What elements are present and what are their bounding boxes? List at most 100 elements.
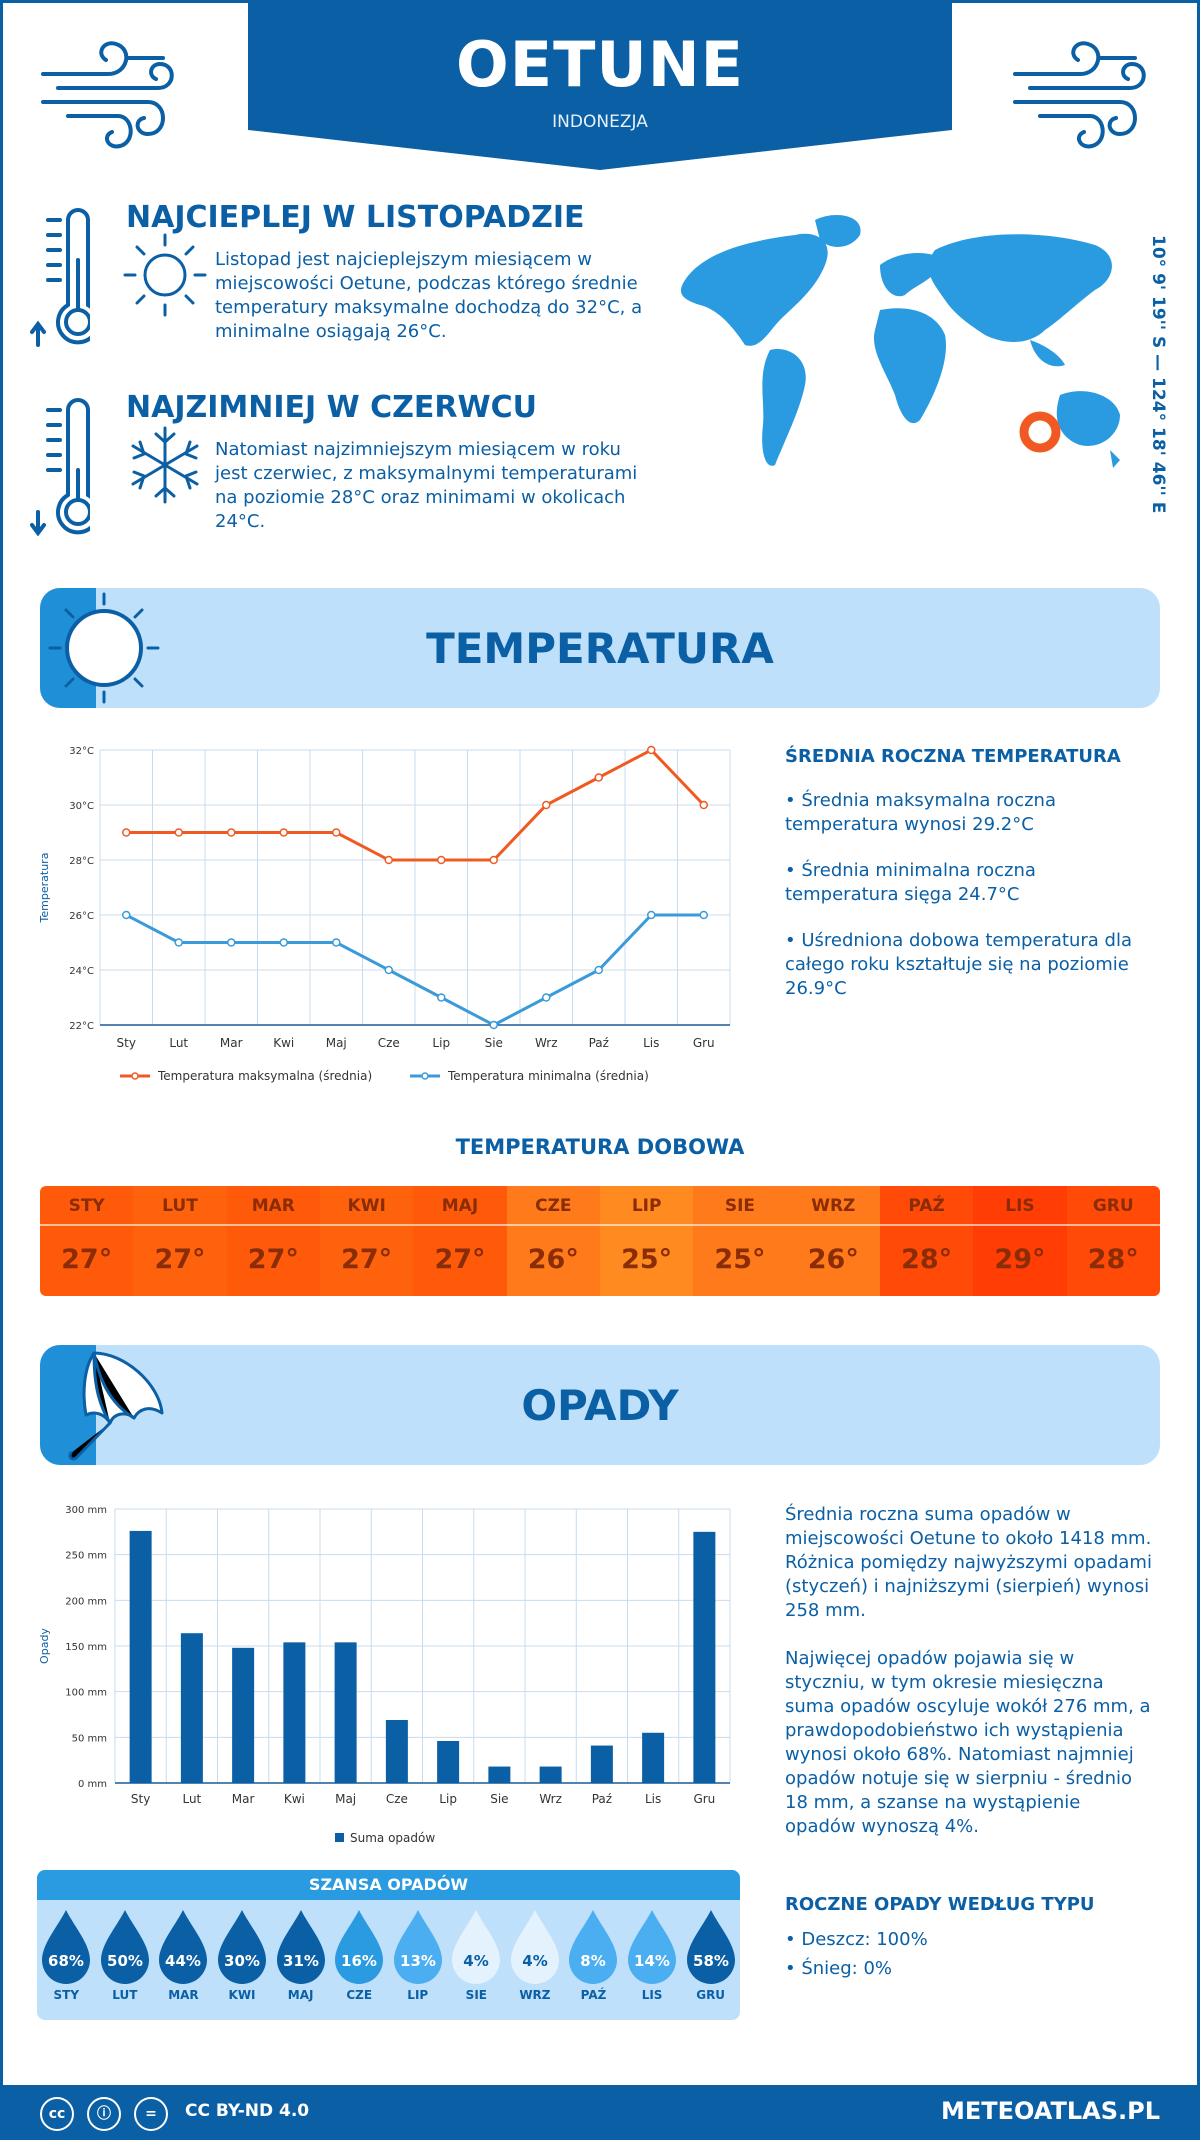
raindrop-icon: 68% [42,1910,91,1984]
legend-marker [421,1072,429,1080]
chance-value: 16% [341,1952,377,1970]
raindrop-shape [393,1910,442,1984]
max-temp-point [122,828,131,837]
cc-icon[interactable]: cc [40,2097,74,2131]
max-temp-point [227,828,236,837]
max-temp-line [126,748,705,862]
country-label: INDONEZJA [552,112,648,132]
x-tick-label: Lis [643,1036,659,1050]
y-tick-label: 100 mm [65,1688,107,1699]
precip-info-summary: Średnia roczna suma opadów w miejscowośc… [785,1504,1152,1621]
chance-drop: 16% CZE [330,1908,389,2002]
x-tick-label: Kwi [273,1036,294,1050]
daily-temp-value: 27° [434,1244,486,1275]
precip-bar [385,1719,408,1783]
x-tick-label: Sty [131,1792,150,1806]
x-tick-label: Paź [592,1792,612,1806]
daily-temp-cell: SIE 25° [693,1186,787,1296]
chance-month-label: GRU [696,1988,726,2002]
precip-bar [488,1766,511,1783]
daily-temp-cell: KWI 27° [319,1186,414,1296]
raindrop-icon: 16% [335,1910,384,1984]
x-tick-label: Lis [645,1792,661,1806]
precipitation-chance: SZANSA OPADÓW 68% STY 50% LUT 44% MAR 30% KWI 31… [37,1870,740,2020]
precip-bar [539,1766,562,1783]
warmest-fact: NAJCIEPLEJ W LISTOPADZIE Listopad jest n… [30,200,650,360]
sun-icon [48,592,160,704]
max-temp-point [647,745,656,755]
daily-temp-value: 25° [621,1244,673,1275]
max-temp-point [542,800,551,810]
precip-bar [180,1633,203,1783]
daily-temp-cell: STY 27° [40,1186,134,1296]
types-snow: • Śnieg: 0% [785,1958,893,1979]
chance-value: 4% [464,1952,489,1970]
x-tick-label: Lut [182,1792,201,1806]
types-rain: • Deszcz: 100% [785,1929,928,1950]
thermometer-down-icon [30,398,90,537]
min-temp-point [699,910,708,920]
warmest-text: Listopad jest najcieplejszym miesiącem w… [215,249,643,342]
daily-temp-value: 27° [341,1244,393,1275]
daily-temp-value: 27° [154,1244,206,1275]
chance-month-label: MAR [168,1988,199,2002]
x-tick-label: Sie [490,1792,508,1806]
temperature-chart: 22°C 24°C 26°C 28°C 30°C 32°C Sty Lut Mar Kwi Maj C… [38,745,731,1083]
daily-month-label: WRZ [786,1186,880,1226]
chance-drop: 31% MAJ [271,1908,330,2002]
chance-drops: 68% STY 50% LUT 44% MAR 30% KWI 31% MAJ 16% CZE 13% L… [37,1900,740,2002]
chance-drop: 14% LIS [623,1908,682,2002]
y-tick-label: 300 mm [65,1505,107,1516]
raindrop-shape [335,1910,384,1984]
coordinates: 10° 9' 19'' S — 124° 18' 46'' E [1148,235,1168,514]
max-temp-point [332,828,341,837]
raindrop-shape [628,1910,677,1984]
raindrop-icon: 44% [159,1910,208,1984]
precipitation-info: Średnia roczna suma opadów w miejscowośc… [785,1503,1155,1839]
license-label[interactable]: CC BY-ND 4.0 [185,2101,310,2121]
raindrop-shape [159,1910,208,1984]
attribution-icon[interactable]: ⓘ [87,2097,121,2131]
y-tick-label: 0 mm [78,1779,107,1790]
daily-month-label: STY [40,1186,134,1226]
chance-title: SZANSA OPADÓW [37,1870,740,1900]
raindrop-icon: 8% [569,1910,618,1984]
x-tick-label: Mar [232,1792,255,1806]
min-temp-point [594,965,603,975]
daily-month-label: LIP [599,1186,694,1226]
precip-bar [232,1647,255,1783]
daily-temp-cell: WRZ 26° [786,1186,880,1296]
daily-month-label: KWI [319,1186,414,1226]
x-tick-label: Maj [326,1036,347,1050]
chance-value: 31% [283,1952,319,1970]
chance-drop: 58% GRU [681,1908,740,2002]
chance-month-label: WRZ [519,1988,551,2002]
x-tick-label: Lip [439,1792,457,1806]
legend-label: Suma opadów [350,1831,435,1845]
no-derivatives-icon[interactable]: = [134,2097,168,2131]
location-marker [1019,411,1061,453]
chance-drop: 30% KWI [213,1908,272,2002]
daily-temp-cell: LIP 25° [599,1186,694,1296]
types-title: ROCZNE OPADY WEDŁUG TYPU [785,1894,1095,1915]
footer: cc ⓘ = CC BY-ND 4.0 METEOATLAS.PL [0,2085,1200,2140]
daily-month-label: PAŹ [879,1186,974,1226]
min-temp-point [384,965,393,975]
chance-value: 13% [400,1952,436,1970]
chance-month-label: STY [53,1988,80,2002]
chance-month-label: LUT [112,1988,138,2002]
precipitation-chart: 0 mm 50 mm 100 mm 150 mm 200 mm 250 mm 300 mm S… [38,1505,731,1845]
y-tick-label: 30°C [69,801,94,812]
x-tick-label: Maj [335,1792,356,1806]
raindrop-icon: 4% [510,1910,559,1984]
min-temp-point [174,938,183,947]
x-tick-label: Kwi [284,1792,305,1806]
max-temp-point [279,828,288,837]
header-banner: OETUNE INDONEZJA [248,0,952,170]
raindrop-icon: 4% [452,1910,501,1984]
y-axis-label: Temperatura [38,853,51,924]
chance-drop: 44% MAR [154,1908,213,2002]
site-link[interactable]: METEOATLAS.PL [940,2097,1160,2125]
raindrop-icon: 31% [276,1910,325,1984]
legend-label: Temperatura maksymalna (średnia) [157,1069,372,1083]
